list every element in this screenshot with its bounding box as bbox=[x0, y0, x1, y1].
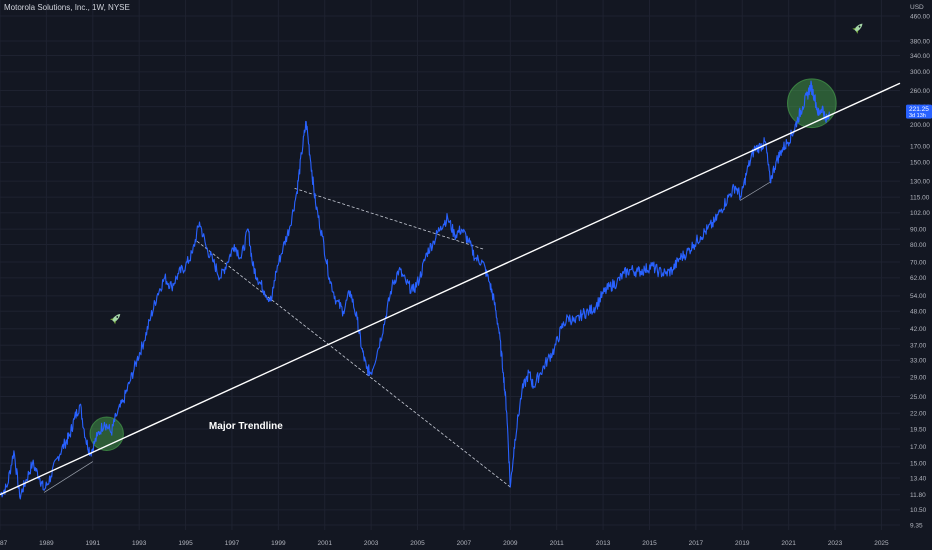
time-tick-label: 1987 bbox=[0, 540, 8, 547]
time-tick-label: 2005 bbox=[410, 540, 425, 547]
price-tick-label: 380.00 bbox=[910, 38, 930, 45]
time-tick-label: 2001 bbox=[318, 540, 333, 547]
price-tick-label: 54.00 bbox=[910, 293, 927, 300]
helper-line bbox=[294, 187, 485, 250]
time-tick-label: 1997 bbox=[225, 540, 240, 547]
price-tick-label: 33.00 bbox=[910, 358, 927, 365]
time-tick-label: 1993 bbox=[132, 540, 147, 547]
helper-lines bbox=[43, 181, 771, 493]
price-tick-label: 170.00 bbox=[910, 143, 930, 150]
price-tick-label: 37.00 bbox=[910, 343, 927, 350]
rocket-icon bbox=[852, 23, 863, 34]
rocket-body bbox=[112, 314, 121, 323]
price-tick-label: 150.00 bbox=[910, 160, 930, 167]
price-tick-label: 102.00 bbox=[910, 210, 930, 217]
rocket-fins bbox=[110, 318, 117, 325]
price-tick-label: 15.00 bbox=[910, 461, 927, 468]
current-price-label: 221.25 bbox=[909, 106, 929, 113]
price-tick-label: 48.00 bbox=[910, 309, 927, 316]
time-tick-label: 2011 bbox=[550, 540, 564, 547]
price-tick-label: 130.00 bbox=[910, 178, 930, 185]
price-tick-label: 70.00 bbox=[910, 259, 927, 266]
rocket-body bbox=[854, 23, 863, 32]
time-tick-label: 2009 bbox=[503, 540, 518, 547]
time-tick-label: 1991 bbox=[86, 540, 101, 547]
price-tick-label: 13.40 bbox=[910, 475, 927, 482]
price-tick-label: 22.00 bbox=[910, 411, 927, 418]
price-tick-label: 19.50 bbox=[910, 426, 927, 433]
helper-line bbox=[196, 241, 511, 488]
trendline-annotation: Major Trendline bbox=[209, 421, 283, 432]
trendlines[interactable] bbox=[0, 82, 901, 496]
price-axis[interactable]: USD460.00380.00340.00300.00260.00230.002… bbox=[910, 4, 930, 529]
price-line bbox=[0, 80, 830, 500]
price-tick-label: 9.35 bbox=[910, 522, 923, 529]
time-tick-label: 2015 bbox=[642, 540, 657, 547]
time-tick-label: 2017 bbox=[689, 540, 704, 547]
annotations: Major Trendline bbox=[209, 421, 283, 432]
time-tick-label: 2021 bbox=[781, 540, 796, 547]
grid bbox=[0, 0, 900, 530]
rocket-window bbox=[858, 25, 861, 28]
price-tick-label: 17.00 bbox=[910, 444, 927, 451]
price-tick-label: 340.00 bbox=[910, 53, 930, 60]
currency-label: USD bbox=[910, 4, 924, 11]
time-axis[interactable]: 1987 1989 1991 1993 1995 1997 1999 2001 2003 2005… bbox=[0, 540, 889, 547]
time-tick-label: 1999 bbox=[271, 540, 286, 547]
price-tick-label: 62.00 bbox=[910, 275, 927, 282]
price-tick-label: 42.00 bbox=[910, 326, 927, 333]
price-tick-label: 300.00 bbox=[910, 69, 930, 76]
time-tick-label: 2025 bbox=[874, 540, 889, 547]
helper-line bbox=[43, 461, 93, 493]
symbol-title: Motorola Solutions, Inc., 1W, NYSE bbox=[4, 3, 130, 12]
time-tick-label: 2023 bbox=[828, 540, 843, 547]
rocket-icon bbox=[110, 314, 121, 325]
time-tick-label: 2019 bbox=[735, 540, 750, 547]
price-tick-label: 115.00 bbox=[910, 194, 930, 201]
price-tick-label: 80.00 bbox=[910, 242, 927, 249]
time-tick-label: 2003 bbox=[364, 540, 379, 547]
time-tick-label: 2007 bbox=[457, 540, 472, 547]
price-tick-label: 11.80 bbox=[910, 492, 926, 499]
price-tick-label: 29.00 bbox=[910, 374, 927, 381]
rocket-window bbox=[116, 316, 119, 318]
countdown-label: 3d 13h bbox=[909, 113, 926, 119]
price-badge-box bbox=[906, 104, 932, 119]
price-series bbox=[0, 80, 830, 500]
time-tick-label: 1989 bbox=[39, 540, 54, 547]
price-tick-label: 10.50 bbox=[910, 507, 927, 514]
price-tick-label: 200.00 bbox=[910, 122, 930, 129]
major-trendline bbox=[0, 82, 901, 496]
price-tick-label: 460.00 bbox=[910, 13, 930, 20]
price-tick-label: 90.00 bbox=[910, 226, 927, 233]
price-tick-label: 260.00 bbox=[910, 88, 930, 95]
helper-line bbox=[739, 181, 771, 201]
price-tick-label: 25.00 bbox=[910, 394, 927, 401]
time-tick-label: 2013 bbox=[596, 540, 611, 547]
rocket-fins bbox=[852, 27, 859, 34]
time-tick-label: 1995 bbox=[178, 540, 193, 547]
markers bbox=[110, 23, 863, 325]
